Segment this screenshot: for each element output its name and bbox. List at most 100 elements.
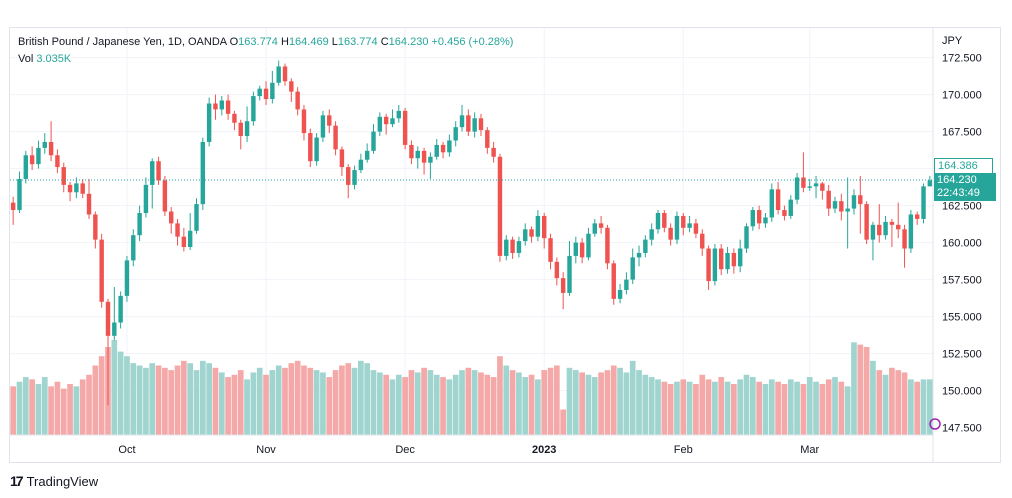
candle-body: [598, 223, 604, 228]
time-tick-label: Mar: [800, 444, 819, 456]
candle-body: [529, 229, 534, 237]
candle-body: [681, 215, 686, 228]
volume-bar: [402, 377, 408, 435]
volume-bar: [926, 379, 933, 435]
volume-bar: [79, 379, 86, 435]
price-axis[interactable]: JPY172.500170.000167.500165.000162.50016…: [932, 28, 982, 463]
candle-body: [624, 279, 629, 290]
candle-body: [839, 201, 844, 212]
candle-body: [674, 215, 680, 240]
candle-body: [801, 177, 806, 188]
volume-bar: [800, 384, 807, 435]
volume-bar: [579, 372, 585, 435]
candle-body: [333, 125, 338, 150]
candle-body: [194, 204, 199, 231]
time-axis[interactable]: Oct Nov Dec 2023 Feb Mar: [10, 434, 933, 456]
volume-bar: [143, 367, 149, 435]
volume-bar: [288, 363, 295, 435]
volume-bar: [294, 360, 301, 435]
volume-bar: [712, 381, 718, 435]
candle-body: [225, 100, 231, 114]
volume-bar: [787, 379, 794, 435]
ask-price-tag: 164.386: [934, 158, 993, 175]
candle-body: [845, 208, 850, 212]
volume-bar: [756, 381, 762, 435]
candle-body: [826, 190, 831, 209]
volume-bar: [364, 363, 371, 435]
candle-body: [851, 195, 857, 209]
volume-bar: [111, 340, 118, 435]
candle-body: [17, 178, 22, 211]
candle-body: [99, 239, 104, 302]
volume-bar: [174, 365, 181, 435]
candle-body: [447, 140, 452, 153]
candle-body: [143, 184, 149, 213]
candle-body: [187, 230, 193, 248]
candle-body: [295, 91, 300, 110]
candle-body: [453, 127, 458, 141]
volume-bar: [914, 381, 921, 435]
candle-body: [150, 161, 155, 185]
candle-body: [131, 235, 136, 261]
scroll-to-latest-marker[interactable]: [929, 418, 941, 430]
volume-bar: [326, 377, 333, 435]
volume-bar: [718, 377, 725, 435]
candle-body: [769, 189, 775, 218]
candle-body: [29, 155, 35, 165]
volume-bar: [655, 379, 661, 435]
candle-body: [428, 156, 433, 163]
volume-bar: [395, 374, 402, 435]
volume-bar: [54, 381, 61, 435]
candle-body: [105, 301, 111, 336]
volume-bar: [490, 377, 497, 435]
price-candles: [10, 60, 933, 406]
high-label: H: [280, 36, 289, 48]
low-label: L: [331, 36, 338, 48]
volume-bar: [535, 379, 541, 435]
volume-bar: [383, 374, 389, 435]
candle-body: [820, 183, 825, 191]
volume-bar: [705, 379, 712, 435]
candle-body: [213, 103, 218, 110]
volume-bar: [566, 367, 573, 435]
volume-bar: [806, 377, 813, 435]
candle-body: [744, 226, 749, 249]
candle-body: [485, 130, 490, 148]
volume-bar: [471, 370, 478, 435]
volume-bar: [870, 360, 876, 435]
candle-body: [883, 221, 888, 236]
volume-bar: [263, 374, 269, 435]
candle-body: [889, 221, 895, 225]
candle-body: [921, 186, 926, 219]
volume-bar: [497, 356, 503, 435]
volume-bar: [636, 370, 642, 435]
volume-bar: [889, 367, 895, 435]
volume-bar: [560, 409, 567, 435]
tradingview-brand[interactable]: 17 TradingView: [10, 473, 98, 489]
candle-body: [118, 295, 123, 323]
time-tick-label: Nov: [256, 444, 276, 456]
volume-value: 3.035K: [36, 53, 72, 65]
close-label: C: [380, 36, 389, 48]
candle-body: [282, 66, 288, 82]
volume-bar: [370, 370, 377, 435]
chart-frame: [9, 27, 1001, 463]
volume-bar: [408, 370, 415, 435]
volume-bar: [863, 346, 870, 435]
volume-bar: [642, 374, 649, 435]
price-tick-label: 160.000: [942, 238, 982, 250]
candle-body: [630, 257, 635, 280]
price-tick-label: 150.000: [942, 386, 982, 398]
change-value: +0.456 (+0.28%): [431, 36, 514, 48]
candle-body: [712, 248, 718, 282]
candle-body: [731, 252, 737, 267]
volume-bar: [762, 384, 769, 435]
volume-bar: [509, 370, 516, 435]
last-price-value: 164.230: [937, 174, 977, 186]
open-value: 163.774: [238, 36, 278, 48]
volume-bar: [332, 370, 339, 435]
candle-body: [415, 150, 420, 159]
candle-body: [346, 167, 351, 185]
open-label: O: [229, 36, 239, 48]
